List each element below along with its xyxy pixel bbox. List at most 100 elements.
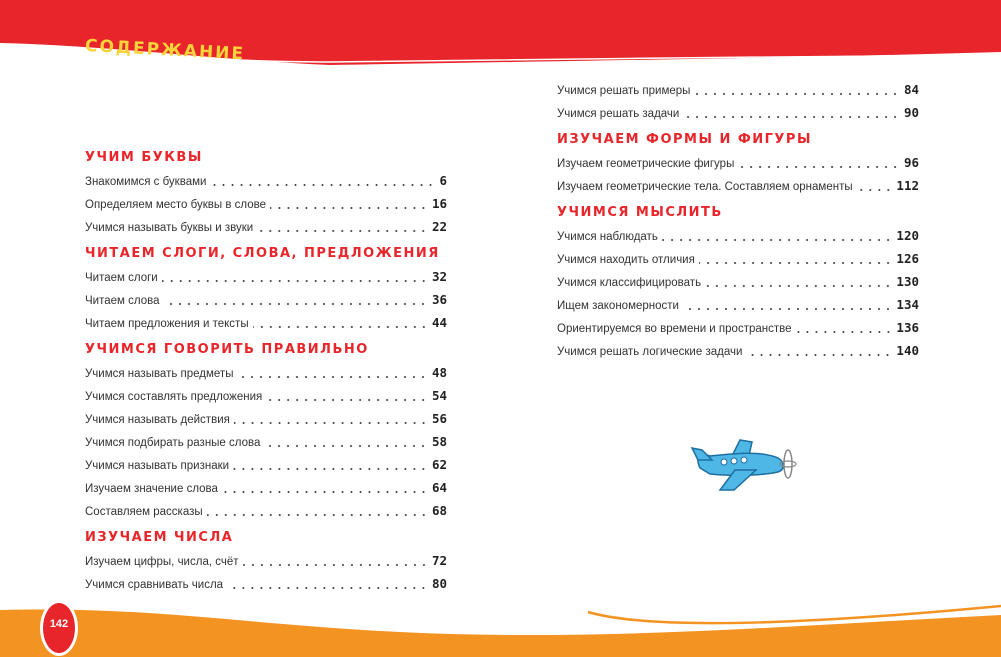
toc-entry-label: Читаем слова [85, 295, 160, 307]
toc-entry-page: 120 [896, 228, 919, 243]
toc-right-column: Учимся решать примеры 84 Учимся решать зад… [557, 78, 919, 362]
toc-entry-label: Изучаем цифры, числа, счёт [85, 556, 239, 568]
toc-entry-page: 96 [903, 155, 919, 170]
toc-entry-page: 16 [431, 196, 447, 211]
dot-leader [210, 183, 436, 186]
toc-entry-page: 36 [431, 292, 447, 307]
toc-entry-label: Учимся называть действия [85, 414, 230, 426]
dot-leader [683, 115, 900, 118]
dot-leader [206, 513, 428, 516]
toc-entry-label: Учимся называть предметы [85, 368, 234, 380]
dot-leader [257, 229, 428, 232]
toc-entry-page: 6 [439, 173, 447, 188]
toc-entry-page: 32 [431, 269, 447, 284]
dot-leader [163, 302, 428, 305]
toc-entry[interactable]: Учимся решать задачи 90 [557, 101, 919, 124]
dot-leader [227, 586, 428, 589]
toc-entry-page: 80 [431, 576, 447, 591]
toc-entry-label: Определяем место буквы в слове [85, 199, 267, 211]
toc-entry[interactable]: Читаем предложения и тексты 44 [85, 311, 447, 334]
header-white-line [0, 48, 1001, 63]
toc-entry-page: 56 [431, 411, 447, 426]
toc-entry-page: 48 [431, 365, 447, 380]
toc-entry-label: Изучаем геометрические тела. Составляем … [557, 181, 853, 193]
footer-band [0, 609, 1001, 657]
toc-entry-page: 130 [896, 274, 919, 289]
toc-entry[interactable]: Читаем слова 36 [85, 288, 447, 311]
toc-entry-page: 64 [431, 480, 447, 495]
dot-leader [694, 92, 900, 95]
toc-entry-label: Учимся решать задачи [557, 108, 680, 120]
toc-entry-page: 112 [896, 178, 919, 193]
toc-entry[interactable]: Учимся подбирать разные слова 58 [85, 430, 447, 453]
section-heading: УЧИМ БУКВЫ [85, 150, 203, 165]
toc-entry-page: 84 [903, 82, 919, 97]
toc-entry[interactable]: Знакомимся с буквами 6 [85, 169, 447, 192]
toc-entry-label: Учимся сравнивать числа [85, 579, 224, 591]
toc-entry[interactable]: Учимся классифицировать 130 [557, 270, 919, 293]
toc-entry-label: Ищем закономерности [557, 300, 679, 312]
toc-entry[interactable]: Учимся называть предметы 48 [85, 361, 447, 384]
toc-entry[interactable]: Учимся решать примеры 84 [557, 78, 919, 101]
toc-entry[interactable]: Изучаем цифры, числа, счёт 72 [85, 549, 447, 572]
toc-entry-label: Учимся решать примеры [557, 85, 691, 97]
section-heading: УЧИМСЯ МЫСЛИТЬ [557, 205, 723, 220]
toc-entry[interactable]: Учимся сравнивать числа 80 [85, 572, 447, 595]
toc-entry-page: 44 [431, 315, 447, 330]
section-heading: ИЗУЧАЕМ ЧИСЛА [85, 530, 234, 545]
footer-swoosh [587, 604, 1001, 625]
page-number: 142 [40, 600, 78, 656]
toc-entry-label: Читаем предложения и тексты [85, 318, 249, 330]
toc-entry[interactable]: Учимся называть буквы и звуки 22 [85, 215, 447, 238]
toc-entry[interactable]: Учимся решать логические задачи 140 [557, 339, 919, 362]
toc-entry-label: Учимся наблюдать [557, 231, 658, 243]
dot-leader [233, 421, 428, 424]
dot-leader [682, 307, 893, 310]
toc-entry-label: Изучаем значение слова [85, 483, 218, 495]
dot-leader [795, 330, 893, 333]
toc-entry[interactable]: Учимся составлять предложения 54 [85, 384, 447, 407]
toc-entry-page: 126 [896, 251, 919, 266]
toc-entry[interactable]: Учимся находить отличия 126 [557, 247, 919, 270]
dot-leader [161, 279, 428, 282]
section-heading: ИЗУЧАЕМ ФОРМЫ И ФИГУРЫ [557, 132, 812, 147]
dot-leader [233, 467, 428, 470]
toc-entry[interactable]: Учимся называть действия 56 [85, 407, 447, 430]
toc-entry[interactable]: Ориентируемся во времени и пространстве 1… [557, 316, 919, 339]
toc-entry[interactable]: Учимся называть признаки 62 [85, 453, 447, 476]
toc-entry[interactable]: Читаем слоги 32 [85, 265, 447, 288]
toc-entry-label: Учимся составлять предложения [85, 391, 263, 403]
toc-entry[interactable]: Ищем закономерности 134 [557, 293, 919, 316]
toc-entry[interactable]: Изучаем значение слова 64 [85, 476, 447, 499]
toc-entry[interactable]: Составляем рассказы 68 [85, 499, 447, 522]
dot-leader [266, 398, 428, 401]
toc-entry-page: 136 [896, 320, 919, 335]
toc-entry-label: Составляем рассказы [85, 506, 203, 518]
toc-entry[interactable]: Изучаем геометрические фигуры 96 [557, 151, 919, 174]
toc-entry-label: Учимся подбирать разные слова [85, 437, 261, 449]
toc-entry-label: Учимся находить отличия [557, 254, 695, 266]
toc-entry[interactable]: Учимся наблюдать 120 [557, 224, 919, 247]
dot-leader [705, 284, 893, 287]
dot-leader [661, 238, 893, 241]
dot-leader [242, 563, 428, 566]
toc-entry-label: Ориентируемся во времени и пространстве [557, 323, 792, 335]
dot-leader [264, 444, 428, 447]
airplane-illustration [690, 439, 797, 491]
toc-entry[interactable]: Изучаем геометрические тела. Составляем … [557, 174, 919, 197]
toc-entry-page: 90 [903, 105, 919, 120]
toc-entry-label: Учимся называть буквы и звуки [85, 222, 254, 234]
toc-entry-page: 140 [896, 343, 919, 358]
toc-entry[interactable]: Определяем место буквы в слове 16 [85, 192, 447, 215]
toc-entry-label: Знакомимся с буквами [85, 176, 207, 188]
toc-left-column: УЧИМ БУКВЫ Знакомимся с буквами 6 Определяе… [85, 142, 447, 595]
toc-entry-page: 62 [431, 457, 447, 472]
header-band [0, 0, 1001, 65]
dot-leader [738, 165, 900, 168]
toc-entry-label: Учимся решать логические задачи [557, 346, 743, 358]
dot-leader [856, 188, 893, 191]
toc-entry-label: Учимся классифицировать [557, 277, 702, 289]
toc-entry-page: 58 [431, 434, 447, 449]
dot-leader [270, 206, 428, 209]
